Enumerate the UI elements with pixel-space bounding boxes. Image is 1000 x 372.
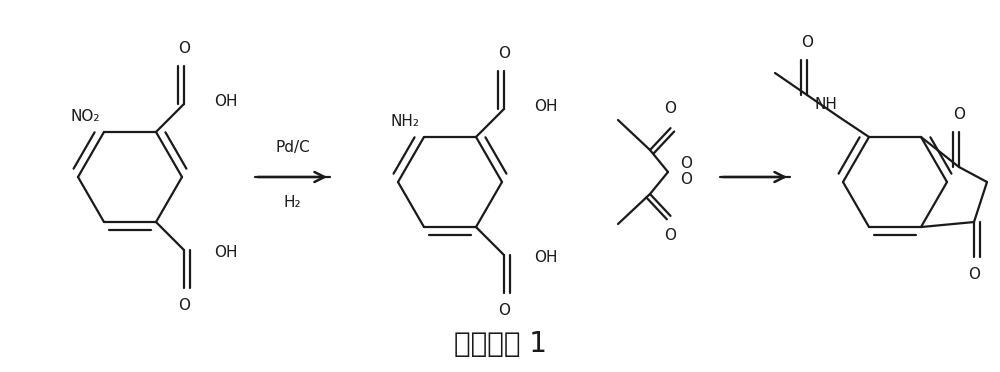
Text: Pd/C: Pd/C — [275, 140, 310, 155]
Text: O: O — [178, 298, 190, 313]
Text: O: O — [665, 228, 677, 243]
Text: O: O — [680, 173, 692, 187]
Text: O: O — [178, 41, 190, 56]
Text: NH: NH — [814, 97, 837, 112]
Text: O: O — [801, 35, 813, 50]
Text: NO₂: NO₂ — [71, 109, 100, 124]
Text: O: O — [680, 157, 692, 171]
Text: O: O — [498, 303, 510, 318]
Text: 反应路线 1: 反应路线 1 — [454, 330, 546, 358]
Text: O: O — [968, 267, 980, 282]
Text: OH: OH — [214, 94, 238, 109]
Text: O: O — [665, 101, 677, 116]
Text: OH: OH — [534, 99, 558, 115]
Text: OH: OH — [214, 244, 238, 260]
Text: O: O — [498, 46, 510, 61]
Text: O: O — [953, 107, 965, 122]
Text: H₂: H₂ — [284, 195, 301, 210]
Text: NH₂: NH₂ — [391, 114, 420, 129]
Text: OH: OH — [534, 250, 558, 264]
